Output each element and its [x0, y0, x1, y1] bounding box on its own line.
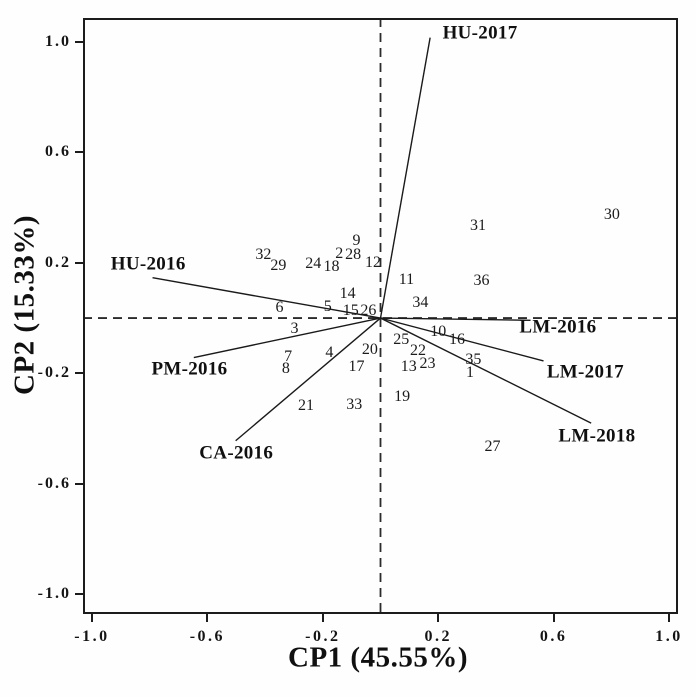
- scatter-point-3: 3: [290, 320, 299, 338]
- y-axis-tick: [75, 482, 83, 485]
- x-axis-tick: [552, 614, 555, 622]
- y-axis-tick-label: 1.0: [45, 32, 71, 50]
- y-axis-tick-label: -0.2: [37, 364, 71, 382]
- x-axis-tick: [668, 614, 671, 622]
- scatter-point-33: 33: [346, 396, 363, 414]
- vector-line-CA-2016: [235, 317, 381, 442]
- y-axis-tick-label: -1.0: [37, 585, 71, 603]
- x-axis-tick-label: 0.6: [539, 628, 568, 645]
- y-axis-tick: [75, 261, 83, 264]
- scatter-point-9: 9: [352, 231, 361, 249]
- y-axis-title: CP2 (15.33%): [8, 215, 41, 395]
- scatter-point-8: 8: [281, 360, 290, 378]
- scatter-point-5: 5: [323, 298, 332, 316]
- scatter-point-20: 20: [361, 341, 378, 359]
- scatter-point-16: 16: [448, 330, 465, 348]
- x-axis-tick: [206, 614, 209, 622]
- scatter-point-24: 24: [305, 255, 322, 273]
- y-axis-tick: [75, 593, 83, 596]
- scatter-point-27: 27: [484, 438, 501, 456]
- x-axis-tick-label: -0.6: [189, 628, 226, 645]
- x-axis-tick: [90, 614, 93, 622]
- vector-lines-layer: [83, 18, 678, 614]
- scatter-point-23: 23: [419, 355, 436, 373]
- scatter-point-26: 26: [360, 302, 377, 320]
- vector-label-PM-2016: PM-2016: [151, 358, 228, 380]
- scatter-point-21: 21: [298, 396, 315, 414]
- vector-line-PM-2016: [193, 317, 381, 359]
- vector-label-LM-2017: LM-2017: [546, 361, 624, 383]
- vector-line-LM-2018: [380, 317, 592, 424]
- scatter-point-30: 30: [603, 205, 620, 223]
- vector-label-HU-2016: HU-2016: [110, 253, 186, 275]
- scatter-point-31: 31: [470, 217, 487, 235]
- y-axis-tick-label: 0.6: [45, 143, 71, 161]
- scatter-point-28: 28: [345, 246, 362, 264]
- x-axis-tick-label: 1.0: [655, 628, 683, 645]
- y-axis-tick: [75, 40, 83, 43]
- vector-line-LM-2016: [380, 317, 531, 321]
- scatter-point-4: 4: [325, 344, 334, 362]
- vector-line-LM-2017: [380, 317, 544, 362]
- y-axis-tick-label: 0.2: [45, 253, 71, 271]
- scatter-point-22: 22: [410, 341, 426, 359]
- vector-label-HU-2017: HU-2017: [442, 22, 518, 44]
- x-axis-tick-label: -1.0: [74, 628, 110, 645]
- scatter-point-13: 13: [400, 357, 417, 375]
- scatter-point-32: 32: [255, 246, 272, 264]
- scatter-point-6: 6: [275, 298, 284, 316]
- vector-label-LM-2018: LM-2018: [558, 425, 636, 447]
- x-axis-tick: [321, 614, 324, 622]
- scatter-point-14: 14: [339, 285, 356, 303]
- scatter-point-10: 10: [430, 322, 447, 340]
- scatter-point-18: 18: [323, 257, 340, 275]
- scatter-point-15: 15: [342, 301, 359, 319]
- scatter-point-1: 1: [465, 364, 474, 382]
- vector-line-HU-2017: [379, 37, 431, 319]
- x-axis-tick-label: -0.2: [305, 628, 341, 645]
- scatter-point-36: 36: [473, 272, 490, 290]
- scatter-point-19: 19: [394, 388, 411, 406]
- scatter-point-25: 25: [393, 331, 410, 349]
- y-axis-tick: [75, 372, 83, 375]
- plot-area: 1 2 3 4 5 6 7 8 9 10 11 12 13 14 15 16 17 18 19 20 21 22 23 24 2…: [83, 18, 678, 614]
- scatter-point-35: 35: [465, 350, 482, 368]
- scatter-point-12: 12: [364, 254, 381, 272]
- x-axis-tick: [437, 614, 440, 622]
- scatter-point-34: 34: [412, 293, 429, 311]
- vector-label-CA-2016: CA-2016: [199, 442, 274, 464]
- scatter-point-11: 11: [398, 271, 415, 289]
- y-axis-tick: [75, 151, 83, 154]
- x-axis-tick-label: 0.2: [424, 628, 452, 645]
- vector-label-LM-2016: LM-2016: [519, 316, 597, 338]
- scatter-point-29: 29: [270, 257, 287, 275]
- y-axis-tick-label: -0.6: [37, 474, 71, 492]
- scatter-point-2: 2: [335, 244, 344, 262]
- x-axis-title: CP1 (45.55%): [288, 641, 468, 674]
- vector-line-HU-2016: [152, 277, 381, 319]
- scatter-point-17: 17: [348, 357, 365, 375]
- scatter-point-7: 7: [284, 347, 293, 365]
